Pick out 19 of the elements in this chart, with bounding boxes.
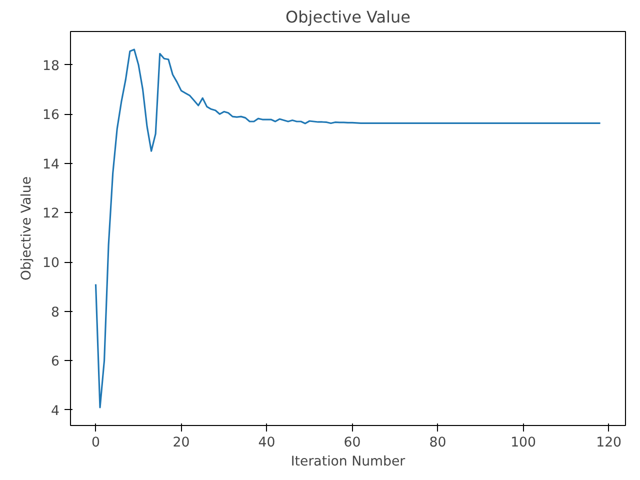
x-tick-label: 0	[91, 436, 100, 450]
y-tick-label: 14	[42, 157, 60, 172]
x-axis-title: Iteration Number	[290, 454, 406, 470]
y-tick-label: 8	[51, 305, 60, 320]
chart-title: Objective Value	[286, 8, 410, 26]
y-axis-title: Objective Value	[20, 176, 35, 281]
y-tick-label: 4	[51, 404, 60, 419]
line-series	[94, 48, 602, 408]
x-tick-label: 80	[429, 436, 446, 450]
y-tick-label: 16	[42, 108, 60, 124]
y-tick-label: 10	[42, 256, 60, 272]
x-tick-label: 100	[510, 436, 536, 450]
x-tick-label: 60	[344, 436, 361, 450]
y-tick-label: 6	[51, 354, 60, 370]
x-tick-label: 20	[172, 436, 190, 450]
y-tick-label: 18	[42, 58, 60, 74]
x-tick-label: 120	[596, 436, 622, 450]
y-tick-label: 12	[42, 206, 60, 222]
x-tick-label: 40	[258, 436, 276, 450]
